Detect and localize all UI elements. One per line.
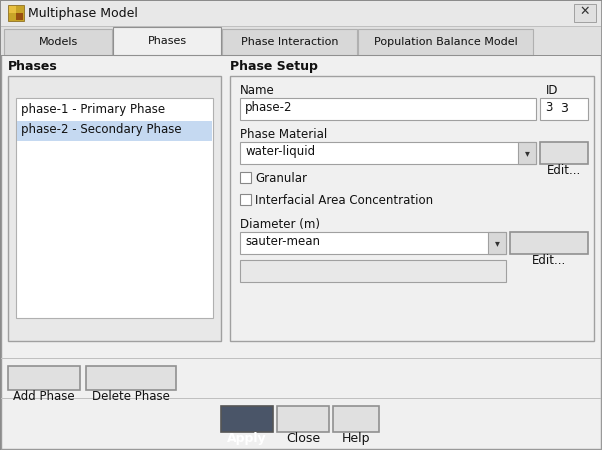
Text: Granular: Granular <box>255 172 307 185</box>
Bar <box>1 27 601 55</box>
Bar <box>113 27 221 55</box>
Bar <box>8 76 221 341</box>
Bar <box>518 142 536 164</box>
Text: Phase Material: Phase Material <box>240 128 327 141</box>
Bar <box>240 232 506 254</box>
Text: ▾: ▾ <box>524 148 529 158</box>
Text: phase-1 - Primary Phase: phase-1 - Primary Phase <box>21 103 165 116</box>
Bar <box>16 98 213 318</box>
Bar <box>86 366 176 390</box>
Text: phase-2 - Secondary Phase: phase-2 - Secondary Phase <box>21 123 182 136</box>
Text: sauter-mean: sauter-mean <box>245 235 320 248</box>
Text: Phases: Phases <box>8 60 58 73</box>
Text: ✕: ✕ <box>580 5 590 18</box>
Bar <box>1 398 601 399</box>
Text: Multiphase Model: Multiphase Model <box>28 7 138 20</box>
Bar <box>8 366 80 390</box>
Text: Add Phase: Add Phase <box>13 390 75 403</box>
Text: phase-2: phase-2 <box>245 101 293 114</box>
Bar <box>1 358 601 359</box>
Bar <box>1 55 601 56</box>
Bar <box>1 26 601 27</box>
Bar <box>221 406 273 432</box>
Bar <box>16 13 23 20</box>
Text: Interfacial Area Concentration: Interfacial Area Concentration <box>255 194 433 207</box>
Bar <box>540 98 588 120</box>
Text: Phase Interaction: Phase Interaction <box>241 37 338 47</box>
Text: water-liquid: water-liquid <box>245 145 315 158</box>
Text: Diameter (m): Diameter (m) <box>240 218 320 231</box>
Bar <box>1 1 601 27</box>
Bar <box>510 232 588 254</box>
Text: ID: ID <box>546 84 559 97</box>
Text: 3: 3 <box>560 103 568 116</box>
Bar <box>9 6 16 13</box>
Bar <box>358 29 533 55</box>
Text: Delete Phase: Delete Phase <box>92 390 170 403</box>
Bar <box>240 98 536 120</box>
Bar <box>240 260 506 282</box>
Bar <box>4 29 112 55</box>
Bar <box>230 76 594 341</box>
Bar <box>540 142 588 164</box>
Bar <box>17 121 212 141</box>
Bar <box>333 406 379 432</box>
Text: Edit...: Edit... <box>547 164 581 177</box>
Text: Apply: Apply <box>227 432 267 445</box>
Text: 3: 3 <box>545 101 553 114</box>
Bar <box>574 4 596 22</box>
Bar <box>8 5 24 21</box>
Text: Edit...: Edit... <box>532 254 566 267</box>
Text: ▾: ▾ <box>495 238 500 248</box>
Bar <box>240 194 251 205</box>
Bar <box>222 29 357 55</box>
Text: Phases: Phases <box>147 36 187 46</box>
Text: Help: Help <box>342 432 370 445</box>
Text: Models: Models <box>39 37 78 47</box>
Text: Phase Setup: Phase Setup <box>230 60 318 73</box>
Text: Population Balance Model: Population Balance Model <box>374 37 517 47</box>
Text: Close: Close <box>286 432 320 445</box>
Bar <box>277 406 329 432</box>
Text: Name: Name <box>240 84 275 97</box>
Bar <box>240 142 536 164</box>
Bar <box>240 172 251 183</box>
Bar <box>488 232 506 254</box>
